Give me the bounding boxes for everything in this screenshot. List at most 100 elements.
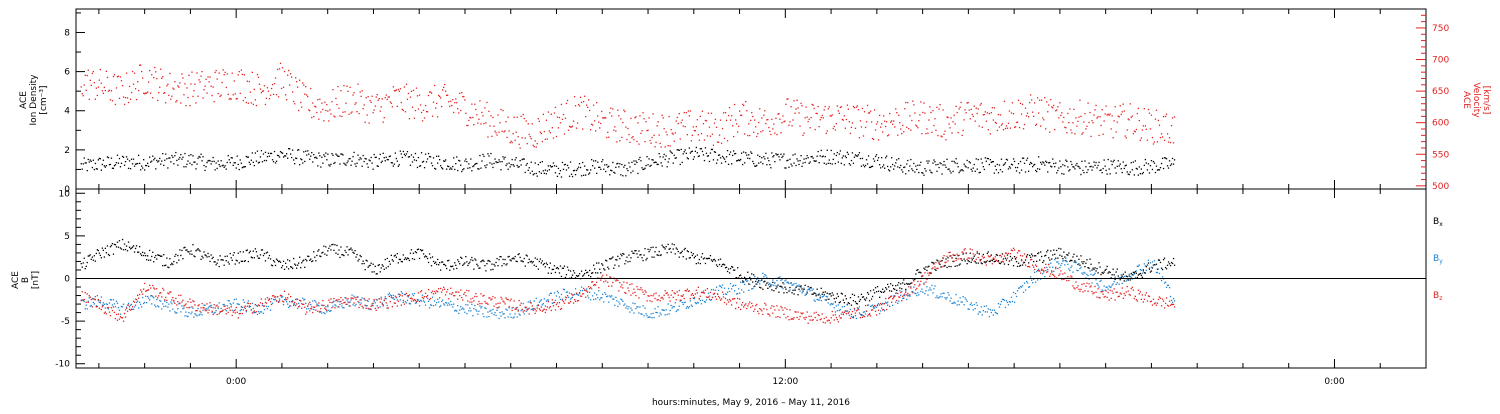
bz-series-point (464, 292, 465, 293)
density-series-point (760, 162, 761, 163)
bx-series-point (165, 265, 166, 266)
by-series-point (913, 287, 914, 288)
velocity-series-point (590, 129, 591, 130)
bz-series-point (699, 298, 700, 299)
density-series-point (196, 163, 197, 164)
density-series-point (1074, 168, 1075, 169)
density-series-point (821, 150, 822, 151)
bx-series-point (1096, 268, 1097, 269)
by-series-point (841, 314, 842, 315)
velocity-series-point (238, 74, 239, 75)
by-series-point (749, 284, 750, 285)
density-series-point (128, 168, 129, 169)
bx-series-point (786, 292, 787, 293)
bx-series-point (256, 251, 257, 252)
density-series-point (121, 163, 122, 164)
bz-series-point (117, 320, 118, 321)
by-series-point (814, 300, 815, 301)
velocity-series-point (932, 110, 933, 111)
velocity-series-point (96, 88, 97, 89)
by-series-point (139, 302, 140, 303)
bx-series-point (794, 290, 795, 291)
velocity-series-point (710, 136, 711, 137)
bz-series-point (207, 312, 208, 313)
density-series-point (499, 161, 500, 162)
bx-series-point (638, 250, 639, 251)
by-series-point (1063, 260, 1064, 261)
density-series-point (733, 150, 734, 151)
density-series-point (396, 158, 397, 159)
bx-series-point (280, 262, 281, 263)
by-series-point (1129, 274, 1130, 275)
by-series-point (1022, 285, 1023, 286)
density-series-point (1095, 162, 1096, 163)
density-series-point (322, 163, 323, 164)
velocity-series-point (1081, 134, 1082, 135)
bz-series-point (510, 300, 511, 301)
density-series-point (702, 151, 703, 152)
bx-series-point (875, 287, 876, 288)
by-series-point (742, 282, 743, 283)
velocity-series-point (1059, 102, 1060, 103)
density-series-point (497, 162, 498, 163)
density-series-point (609, 174, 610, 175)
bz-series-point (518, 310, 519, 311)
by-series-point (649, 317, 650, 318)
velocity-series-point (857, 105, 858, 106)
velocity-series-point (444, 84, 445, 85)
by-series-point (332, 306, 333, 307)
bx-series-point (396, 257, 397, 258)
bz-series-point (144, 283, 145, 284)
bz-series-point (474, 296, 475, 297)
bz-series-point (152, 285, 153, 286)
density-series-point (1110, 173, 1111, 174)
velocity-series-point (91, 85, 92, 86)
by-series-point (114, 303, 115, 304)
density-series-point (319, 155, 320, 156)
density-series-point (185, 166, 186, 167)
bx-series-point (865, 300, 866, 301)
velocity-series-point (648, 117, 649, 118)
bz-series-point (556, 304, 557, 305)
velocity-series-point (1021, 114, 1022, 115)
density-series-point (124, 165, 125, 166)
bx-series-point (773, 290, 774, 291)
by-series-point (423, 300, 424, 301)
bz-series-point (603, 281, 604, 282)
velocity-series-point (781, 122, 782, 123)
bz-series-point (600, 280, 601, 281)
bz-series-point (512, 310, 513, 311)
by-series-point (666, 309, 667, 310)
bx-series-point (298, 263, 299, 264)
by-series-point (503, 313, 504, 314)
density-series-point (550, 165, 551, 166)
density-series-point (485, 167, 486, 168)
bz-series-point (565, 299, 566, 300)
velocity-series-point (318, 119, 319, 120)
bx-series-point (182, 258, 183, 259)
bx-series-point (900, 283, 901, 284)
by-series-point (1023, 292, 1024, 293)
bz-series-point (423, 298, 424, 299)
density-series-point (426, 161, 427, 162)
velocity-series-point (637, 122, 638, 123)
density-series-point (421, 152, 422, 153)
data-layer (81, 63, 1176, 324)
by-series-point (148, 298, 149, 299)
bx-series-point (81, 263, 82, 264)
by-series-point (1154, 260, 1155, 261)
density-series-point (894, 165, 895, 166)
velocity-series-point (104, 87, 105, 88)
velocity-series-point (559, 117, 560, 118)
by-series-point (441, 301, 442, 302)
velocity-series-point (124, 104, 125, 105)
velocity-series-point (821, 117, 822, 118)
velocity-series-point (1110, 113, 1111, 114)
by-series-point (788, 283, 789, 284)
velocity-series-point (265, 104, 266, 105)
bz-series-point (362, 306, 363, 307)
bz-series-point (156, 288, 157, 289)
density-series-point (562, 162, 563, 163)
velocity-series-point (495, 132, 496, 133)
density-series-point (101, 170, 102, 171)
